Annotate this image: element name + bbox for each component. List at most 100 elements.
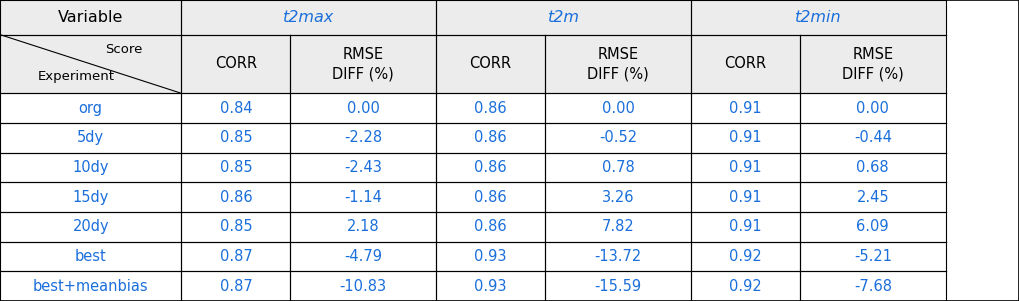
Bar [800, 182, 946, 212]
Bar [800, 242, 946, 271]
Bar [545, 212, 691, 242]
Bar [181, 242, 290, 271]
Text: 0.92: 0.92 [729, 279, 762, 294]
Text: 0.86: 0.86 [474, 219, 507, 234]
Bar [0, 153, 181, 182]
Bar [545, 93, 691, 123]
Text: -0.52: -0.52 [599, 130, 637, 145]
Text: -2.43: -2.43 [344, 160, 382, 175]
Bar [181, 212, 290, 242]
Bar [181, 153, 290, 182]
Text: t2m: t2m [547, 10, 580, 25]
Text: t2min: t2min [795, 10, 842, 25]
Bar [691, 153, 800, 182]
Bar [0, 0, 181, 35]
Text: -10.83: -10.83 [339, 279, 387, 294]
Text: 2.18: 2.18 [346, 219, 380, 234]
Bar [0, 123, 181, 153]
Text: org: org [78, 101, 103, 116]
Bar [800, 35, 946, 93]
Text: 7.82: 7.82 [601, 219, 635, 234]
Bar [436, 182, 545, 212]
Text: 0.93: 0.93 [475, 279, 506, 294]
Text: 0.87: 0.87 [219, 249, 253, 264]
Bar [545, 182, 691, 212]
Text: 0.00: 0.00 [856, 101, 890, 116]
Bar [691, 271, 800, 301]
Text: 0.91: 0.91 [729, 130, 762, 145]
Bar [691, 212, 800, 242]
Bar [290, 153, 436, 182]
Text: 5dy: 5dy [77, 130, 104, 145]
Bar [691, 123, 800, 153]
Bar [181, 271, 290, 301]
Text: 0.00: 0.00 [346, 101, 380, 116]
Bar [436, 242, 545, 271]
Bar [181, 35, 290, 93]
Bar [545, 271, 691, 301]
Text: 3.26: 3.26 [602, 190, 634, 205]
Bar [290, 123, 436, 153]
Text: 0.00: 0.00 [601, 101, 635, 116]
Bar [436, 123, 545, 153]
Text: 0.85: 0.85 [219, 219, 253, 234]
Text: -7.68: -7.68 [854, 279, 892, 294]
Text: -4.79: -4.79 [344, 249, 382, 264]
Text: RMSE
DIFF (%): RMSE DIFF (%) [842, 47, 904, 81]
Bar [290, 93, 436, 123]
Bar [290, 182, 436, 212]
Text: CORR: CORR [470, 57, 512, 71]
Text: -1.14: -1.14 [344, 190, 382, 205]
Text: 0.86: 0.86 [219, 190, 253, 205]
Text: RMSE
DIFF (%): RMSE DIFF (%) [587, 47, 649, 81]
Text: 0.92: 0.92 [729, 249, 762, 264]
Text: 15dy: 15dy [72, 190, 109, 205]
Bar [0, 212, 181, 242]
Text: Variable: Variable [58, 10, 123, 25]
Text: 0.86: 0.86 [474, 190, 507, 205]
Bar [800, 93, 946, 123]
Text: -13.72: -13.72 [594, 249, 642, 264]
Bar [0, 35, 181, 93]
Bar [181, 0, 436, 35]
Text: 0.86: 0.86 [474, 101, 507, 116]
Text: -15.59: -15.59 [594, 279, 642, 294]
Bar [436, 212, 545, 242]
Text: t2max: t2max [283, 10, 334, 25]
Bar [545, 153, 691, 182]
Bar [290, 35, 436, 93]
Bar [436, 271, 545, 301]
Text: 0.87: 0.87 [219, 279, 253, 294]
Bar [691, 35, 800, 93]
Text: 0.85: 0.85 [219, 160, 253, 175]
Text: 0.91: 0.91 [729, 190, 762, 205]
Text: 0.91: 0.91 [729, 219, 762, 234]
Bar [290, 271, 436, 301]
Text: -2.28: -2.28 [344, 130, 382, 145]
Text: 0.68: 0.68 [856, 160, 890, 175]
Bar [545, 123, 691, 153]
Bar [691, 0, 946, 35]
Text: best: best [74, 249, 107, 264]
Bar [436, 0, 691, 35]
Text: 2.45: 2.45 [856, 190, 890, 205]
Text: 0.84: 0.84 [219, 101, 253, 116]
Bar [436, 153, 545, 182]
Text: 0.93: 0.93 [475, 249, 506, 264]
Bar [800, 212, 946, 242]
Text: CORR: CORR [215, 57, 257, 71]
Text: 0.85: 0.85 [219, 130, 253, 145]
Bar [691, 93, 800, 123]
Bar [436, 93, 545, 123]
Bar [545, 242, 691, 271]
Text: 6.09: 6.09 [856, 219, 890, 234]
Bar [181, 93, 290, 123]
Text: 0.86: 0.86 [474, 160, 507, 175]
Text: -0.44: -0.44 [854, 130, 892, 145]
Bar [0, 182, 181, 212]
Text: 0.78: 0.78 [601, 160, 635, 175]
Bar [691, 242, 800, 271]
Text: -5.21: -5.21 [854, 249, 892, 264]
Bar [545, 35, 691, 93]
Bar [0, 93, 181, 123]
